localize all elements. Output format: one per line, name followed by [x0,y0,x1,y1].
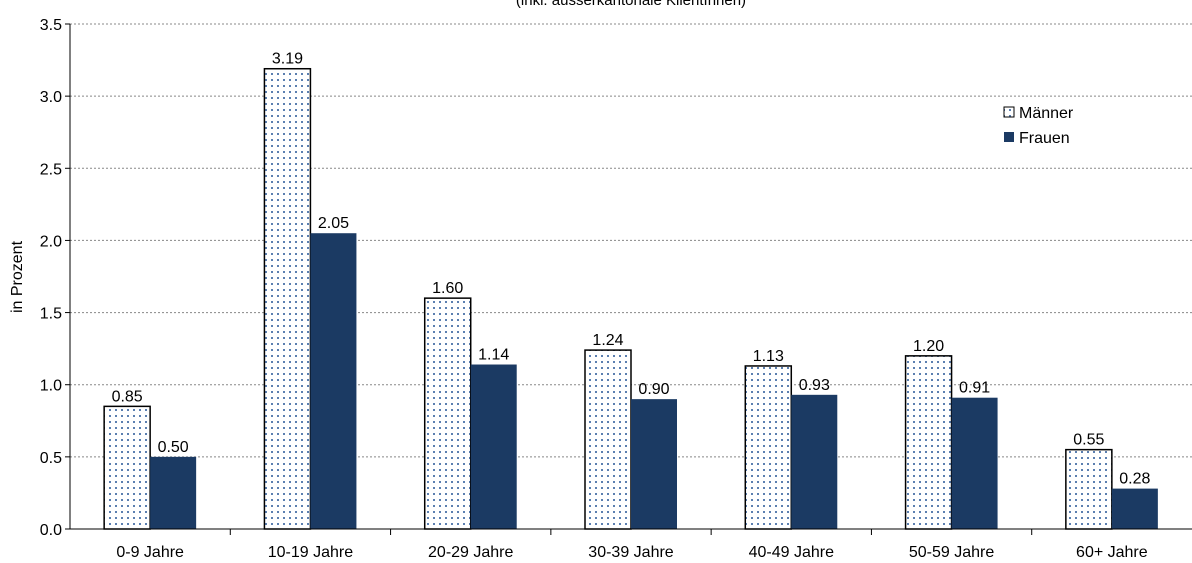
chart-subtitle: (inkl. ausserkantonale KlientInnen) [516,0,746,9]
y-tick-label: 1.0 [40,378,62,395]
data-label: 0.28 [1119,471,1150,488]
bar-maenner [423,297,472,530]
data-label: 1.24 [592,332,623,349]
y-tick-label: 1.5 [40,306,62,323]
bar-frauen [631,399,677,529]
data-label: 0.91 [959,380,990,397]
data-label: 1.14 [478,347,509,364]
x-tick-label: 30-39 Jahre [588,544,673,561]
bar-maenner [904,355,953,530]
data-label: 3.19 [272,51,303,68]
bar-maenner [1065,448,1113,530]
x-tick-label: 20-29 Jahre [428,544,513,561]
bar-maenner [263,67,312,530]
data-label: 1.60 [432,280,463,297]
bar-frauen [791,394,838,529]
bars: 0.85 0.50 3.19 2.05 1.60 1.14 1.24 0.90 1.13 0.93… [103,51,1158,530]
bar-frauen [951,397,998,529]
data-label: 2.05 [318,215,349,232]
x-tick-label: 40-49 Jahre [749,544,834,561]
y-tick-label: 0.5 [40,450,62,467]
data-label: 0.85 [112,388,143,405]
x-tick-label: 60+ Jahre [1076,544,1148,561]
bar-frauen [150,456,197,529]
x-tick-label: 10-19 Jahre [268,544,353,561]
bar-maenner [584,349,632,530]
legend: Männer Frauen [1003,105,1074,147]
data-label: 0.90 [638,381,669,398]
data-label: 1.20 [913,338,944,355]
legend-label-frauen: Frauen [1019,130,1070,147]
bar-maenner [744,365,793,530]
bar-frauen [470,364,517,529]
data-label: 0.55 [1073,432,1104,449]
y-tick-label: 0.0 [40,522,62,539]
legend-swatch-frauen [1004,132,1014,142]
y-axis-ticks: 0.0 0.5 1.0 1.5 2.0 2.5 3.0 3.5 [40,17,70,539]
y-tick-label: 3.5 [40,17,62,34]
x-tick-label: 0-9 Jahre [116,544,184,561]
y-tick-label: 3.0 [40,89,62,106]
bar-maenner [103,405,151,530]
y-tick-label: 2.0 [40,233,62,250]
data-label: 1.13 [753,348,784,365]
legend-swatch-maenner [1003,106,1015,118]
data-label: 0.93 [799,377,830,394]
bar-frauen [1111,488,1158,529]
bar-frauen [310,233,357,529]
y-tick-label: 2.5 [40,161,62,178]
x-axis-ticks: 0-9 Jahre 10-19 Jahre 20-29 Jahre 30-39 Jah… [116,529,1148,561]
data-label: 0.50 [158,439,189,456]
x-tick-label: 50-59 Jahre [909,544,994,561]
y-axis-label: in Prozent [9,240,26,313]
legend-label-maenner: Männer [1019,105,1074,122]
